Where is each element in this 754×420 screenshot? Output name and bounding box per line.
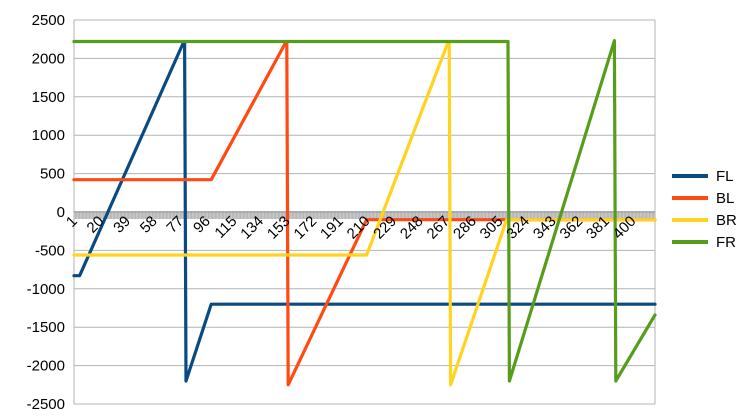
- y-tick-label: -1000: [27, 281, 65, 298]
- y-tick-label: 1500: [32, 89, 65, 106]
- series-line-fr: [72, 39, 657, 383]
- x-axis-minor-ticks: [73, 211, 656, 219]
- zero-band-layer: [73, 211, 656, 219]
- legend: FL BL BR FR: [672, 168, 737, 251]
- x-axis-tick-band: [74, 211, 655, 219]
- y-tick-layer: 2500 2000 1500 1000 500 0 -500 -1000 -1500 -2000 -…: [27, 12, 65, 413]
- y-tick-label: -1500: [27, 319, 65, 336]
- y-tick-label: -2000: [27, 358, 65, 375]
- y-tick-label: 0: [57, 204, 65, 221]
- y-tick-label: -500: [35, 242, 65, 259]
- legend-label-bl: BL: [716, 190, 734, 207]
- y-tick-label: 500: [40, 166, 65, 183]
- y-tick-label: 2500: [32, 12, 65, 29]
- legend-label-br: BR: [716, 212, 737, 229]
- y-tick-label: 2000: [32, 50, 65, 67]
- y-tick-label: 1000: [32, 127, 65, 144]
- series-layer: [72, 39, 657, 387]
- legend-label-fr: FR: [716, 234, 736, 251]
- legend-label-fl: FL: [716, 168, 734, 185]
- y-tick-label: -2500: [27, 396, 65, 413]
